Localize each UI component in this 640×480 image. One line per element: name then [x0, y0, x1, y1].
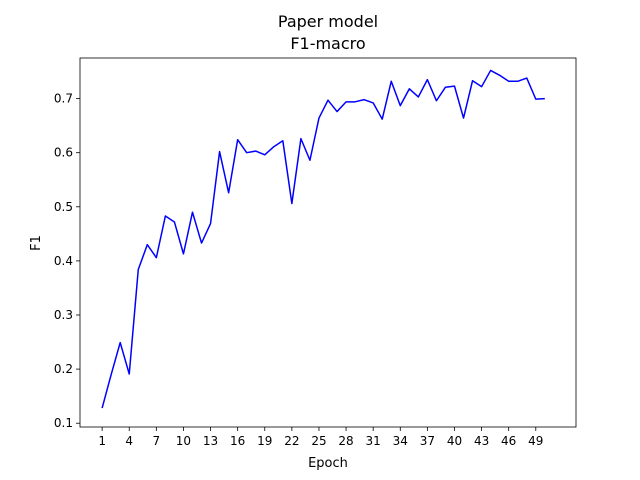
y-tick-label-0.7: 0.7	[54, 92, 73, 106]
x-tick-label-43: 43	[474, 434, 489, 448]
plot-frame	[79, 57, 577, 428]
x-tick-label-1: 1	[98, 434, 106, 448]
y-tick-label-0.6: 0.6	[54, 146, 73, 160]
y-tick-label-0.2: 0.2	[54, 362, 73, 376]
x-tick-label-40: 40	[447, 434, 462, 448]
y-axis-label: F1	[29, 235, 44, 251]
chart-subtitle: F1-macro	[290, 34, 365, 53]
y-tick-label-0.1: 0.1	[54, 416, 73, 430]
x-tick-label-25: 25	[311, 434, 326, 448]
x-tick-label-46: 46	[501, 434, 516, 448]
chart-title: Paper model	[278, 12, 378, 31]
x-tick-label-19: 19	[257, 434, 272, 448]
x-tick-label-22: 22	[284, 434, 299, 448]
x-tick-label-4: 4	[125, 434, 133, 448]
x-axis-label: Epoch	[308, 456, 348, 471]
x-tick-label-13: 13	[203, 434, 218, 448]
x-tick-label-10: 10	[176, 434, 191, 448]
x-tick-label-34: 34	[393, 434, 408, 448]
plot-area: 1 4 7 10 13 16 19 22 25 28 31 34 37 40 43 46 49 0.1 0.2 0.3…	[54, 57, 577, 448]
y-tick-label-0.4: 0.4	[54, 254, 73, 268]
x-tick-label-7: 7	[153, 434, 161, 448]
x-tick-label-31: 31	[366, 434, 381, 448]
x-tick-label-49: 49	[528, 434, 543, 448]
y-tick-label-0.3: 0.3	[54, 308, 73, 322]
x-tick-label-28: 28	[338, 434, 353, 448]
series-line-0	[101, 69, 545, 409]
y-tick-label-0.5: 0.5	[54, 200, 73, 214]
x-tick-label-37: 37	[420, 434, 435, 448]
x-tick-label-16: 16	[230, 434, 245, 448]
